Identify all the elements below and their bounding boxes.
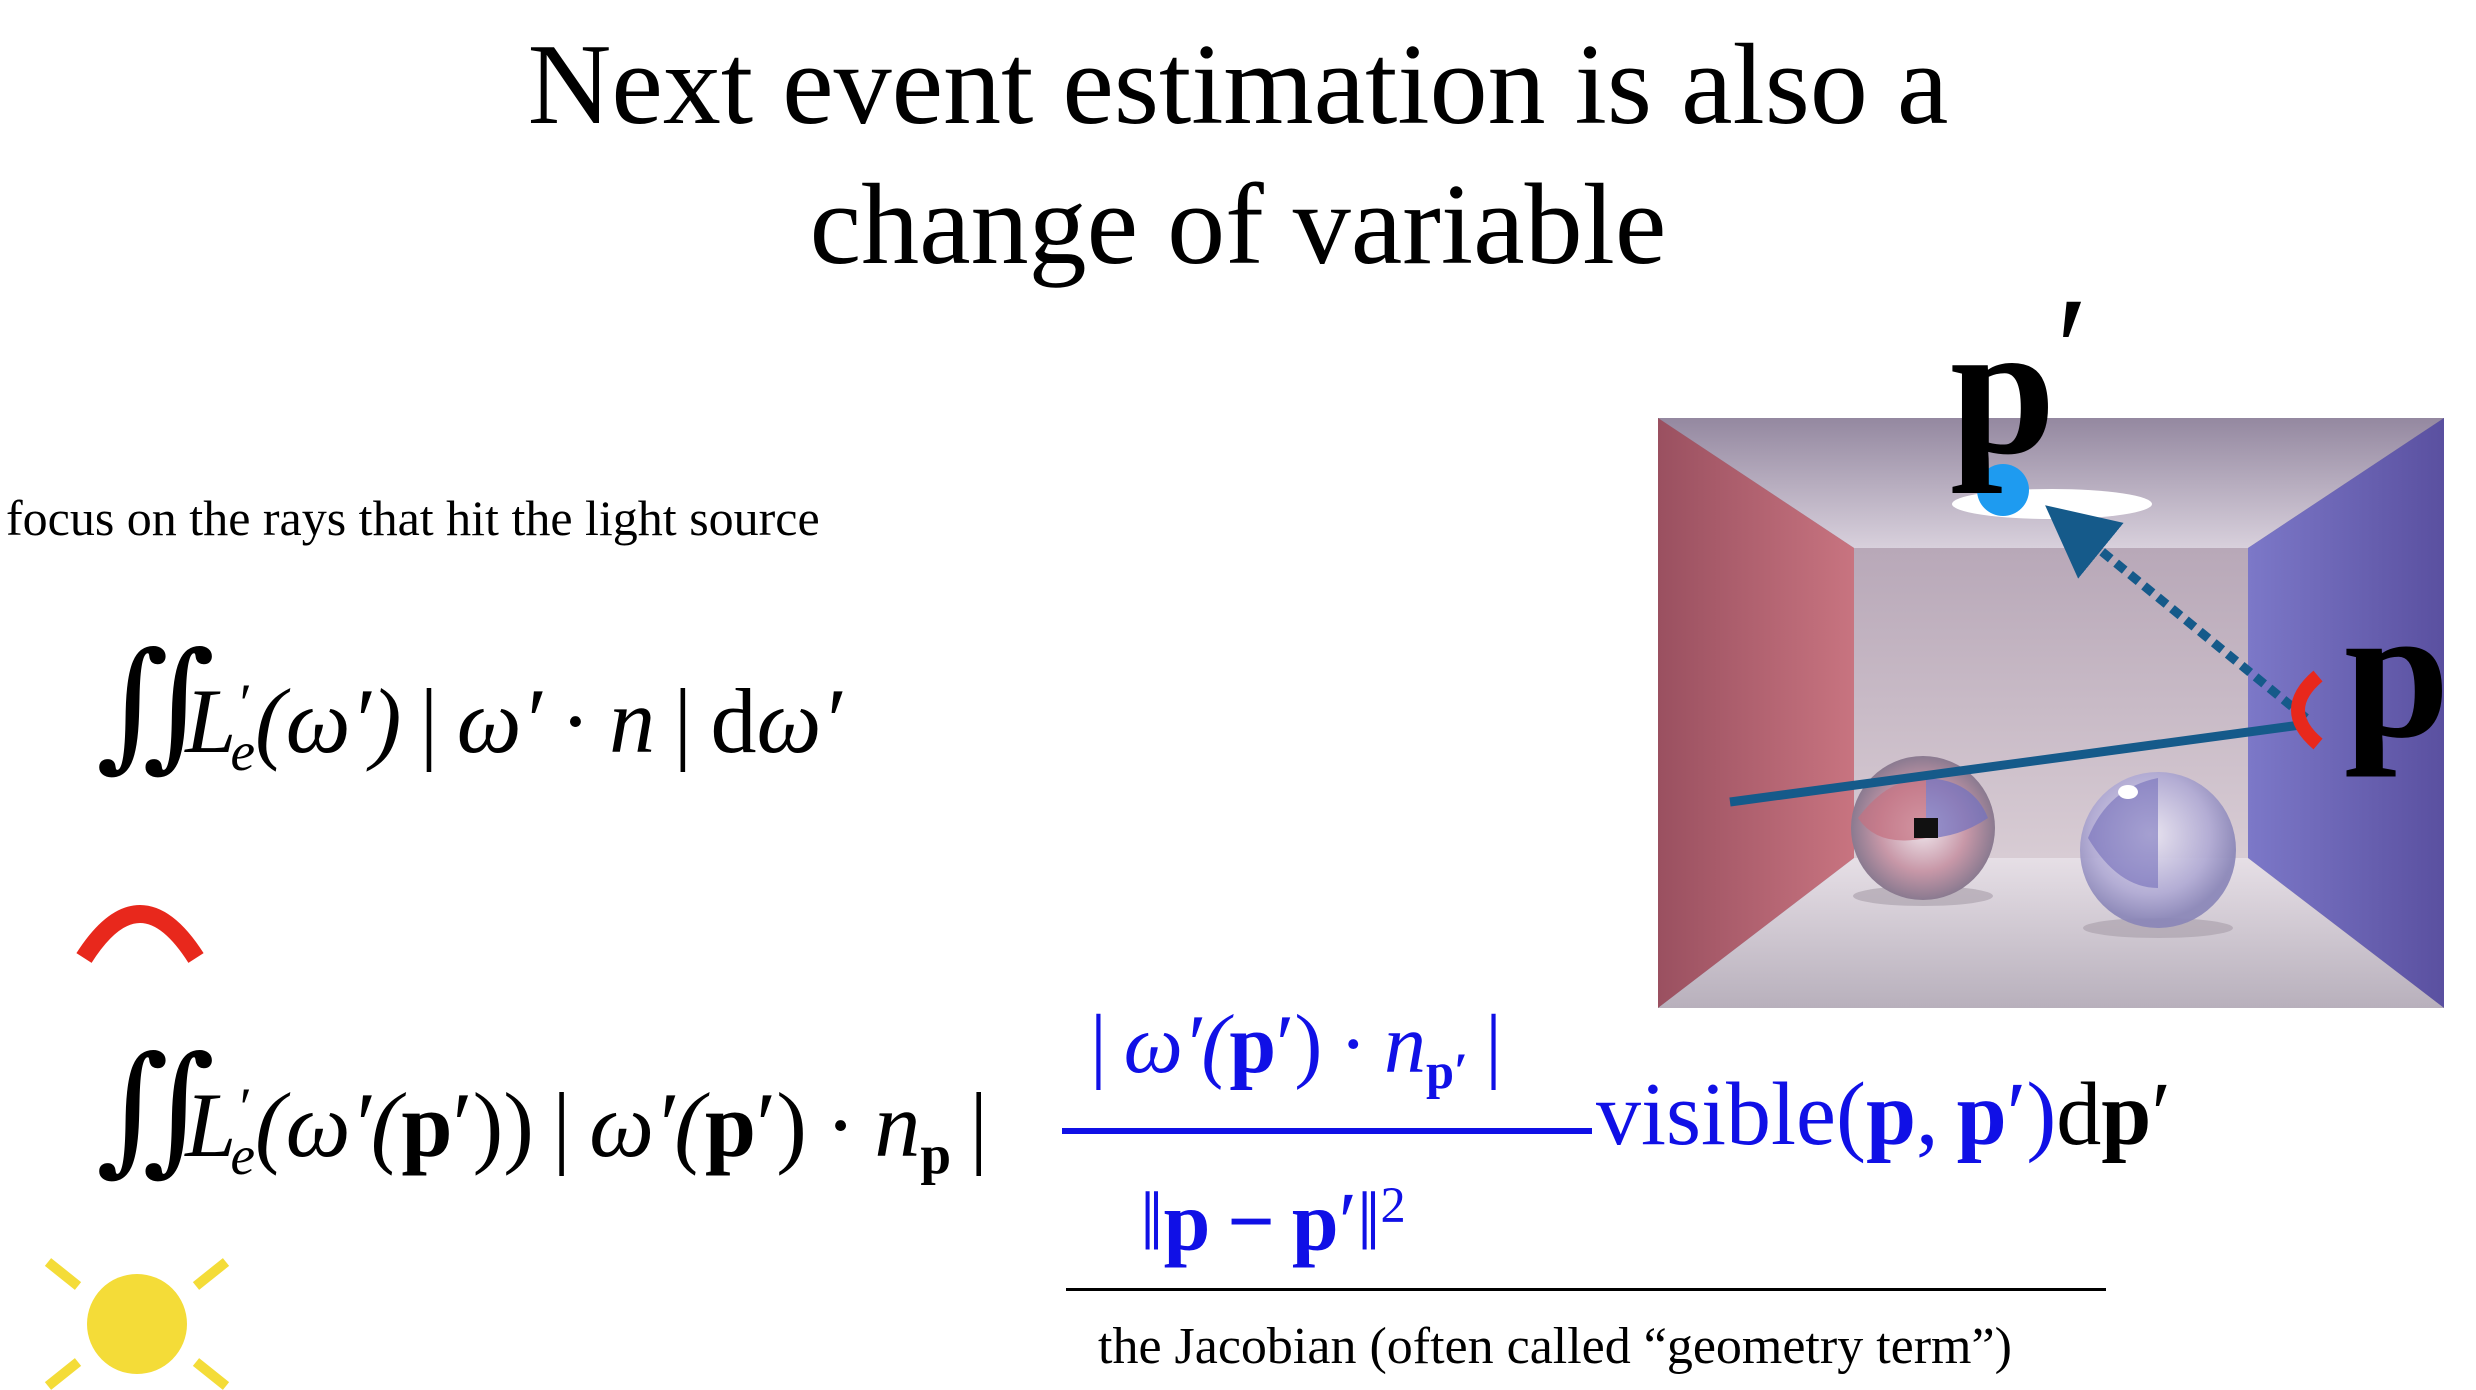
normal-subscript-p: p <box>920 1124 952 1186</box>
prime-mark: ′ <box>236 1076 249 1138</box>
shadow-ray-dotted <box>2045 505 2309 722</box>
visibility-term: visible(p, p′)dp′ <box>1596 1060 2171 1170</box>
prime-mark: ′ <box>2055 267 2089 433</box>
ceiling <box>1658 418 2444 548</box>
point-p-prime: p <box>1291 1175 1339 1269</box>
omega-symbol: ω′( <box>589 1074 705 1176</box>
label-p: p <box>2344 568 2450 778</box>
norm-right: ‖ <box>1356 1175 1381 1269</box>
prime-mark: ′ <box>236 672 249 734</box>
prime-mark: ′ <box>1338 1175 1357 1269</box>
omega-close: ′) <box>1276 998 1323 1091</box>
abs-left: | <box>1090 998 1107 1091</box>
hemisphere-arc-icon <box>76 905 204 963</box>
minus-sign: − <box>1227 1175 1276 1269</box>
slide-title-line1: Next event estimation is also a <box>527 21 1949 149</box>
light-sample-point <box>1977 464 2029 516</box>
label-p-prime: p′ <box>1950 255 2088 485</box>
left-red-wall <box>1658 418 1854 1008</box>
subtitle-text: focus on the rays that hit the light sou… <box>6 490 820 546</box>
radiance-symbol: L <box>185 670 237 772</box>
differential-omega: ω′ <box>756 670 842 772</box>
omega-argument-close: ′)) <box>452 1074 534 1176</box>
jacobian-caption: the Jacobian (often called “geometry ter… <box>1098 1318 2012 1375</box>
point-p-prime: p <box>704 1074 757 1176</box>
abs-left: | <box>552 1074 571 1176</box>
jacobian-denominator: ‖p − p′‖2 <box>1140 1150 1406 1278</box>
omega-symbol: ω′ <box>456 670 542 772</box>
dot-operator: · <box>1339 998 1368 1091</box>
equation-solid-angle: ∬L′e(ω′) | ω′ · n | dω′ <box>96 636 842 807</box>
differential-p: p <box>2101 1065 2152 1164</box>
camera-ray <box>1729 719 2309 807</box>
dot-operator: · <box>825 1074 856 1176</box>
cornell-box-render <box>1658 418 2444 1008</box>
differential-d: d <box>2056 1065 2102 1164</box>
jacobian-underline <box>1066 1288 2106 1291</box>
slide-title-line2: change of variable <box>809 161 1667 289</box>
sun-icon <box>44 1258 230 1390</box>
omega-close: ′) <box>756 1074 807 1176</box>
differential-d: d <box>710 670 757 772</box>
abs-right: | <box>969 1074 988 1176</box>
right-blue-wall <box>2248 418 2444 1008</box>
point-p: p <box>1865 1065 1917 1164</box>
radiance-symbol: L <box>185 1074 237 1176</box>
emission-subscript: e <box>230 720 255 782</box>
emission-subscript: e <box>230 1124 255 1186</box>
prime-mark: ′ <box>2151 1065 2172 1164</box>
abs-right: | <box>1485 998 1502 1091</box>
dot-operator: · <box>560 670 591 772</box>
jacobian-numerator: | ω′(p′) · np′ | <box>1090 990 1502 1126</box>
omega-argument-open: (ω′( <box>254 1074 402 1176</box>
normal-subscript-p-prime: p′ <box>1426 1043 1469 1100</box>
normal-symbol: n <box>1384 998 1427 1091</box>
normal-symbol: n <box>609 670 656 772</box>
normal-symbol: n <box>874 1074 921 1176</box>
comma: , <box>1916 1065 1939 1164</box>
label-p-prime-letter: p <box>1950 284 2056 495</box>
double-integral: ∬ <box>96 1032 215 1187</box>
norm-left: ‖ <box>1140 1175 1164 1269</box>
visible-function: visible( <box>1596 1065 1866 1164</box>
point-p: p <box>1163 1175 1211 1269</box>
hemisphere-marker <box>2291 670 2323 750</box>
equation-area: ∬L′e(ω′(p′)) | ω′(p′) · np | <box>96 1040 988 1211</box>
abs-left: | <box>419 670 439 772</box>
square-exponent: 2 <box>1380 1177 1406 1233</box>
point-p-prime: p <box>1956 1065 2007 1164</box>
visible-close: ′) <box>2006 1065 2057 1164</box>
double-integral: ∬ <box>96 628 215 783</box>
point-p: p <box>1229 998 1277 1091</box>
point-p-prime: p <box>401 1074 453 1176</box>
fraction-bar <box>1062 1128 1592 1134</box>
abs-right: | <box>673 670 693 772</box>
omega-symbol: ω′( <box>1123 998 1230 1091</box>
omega-argument: (ω′) <box>254 670 402 772</box>
